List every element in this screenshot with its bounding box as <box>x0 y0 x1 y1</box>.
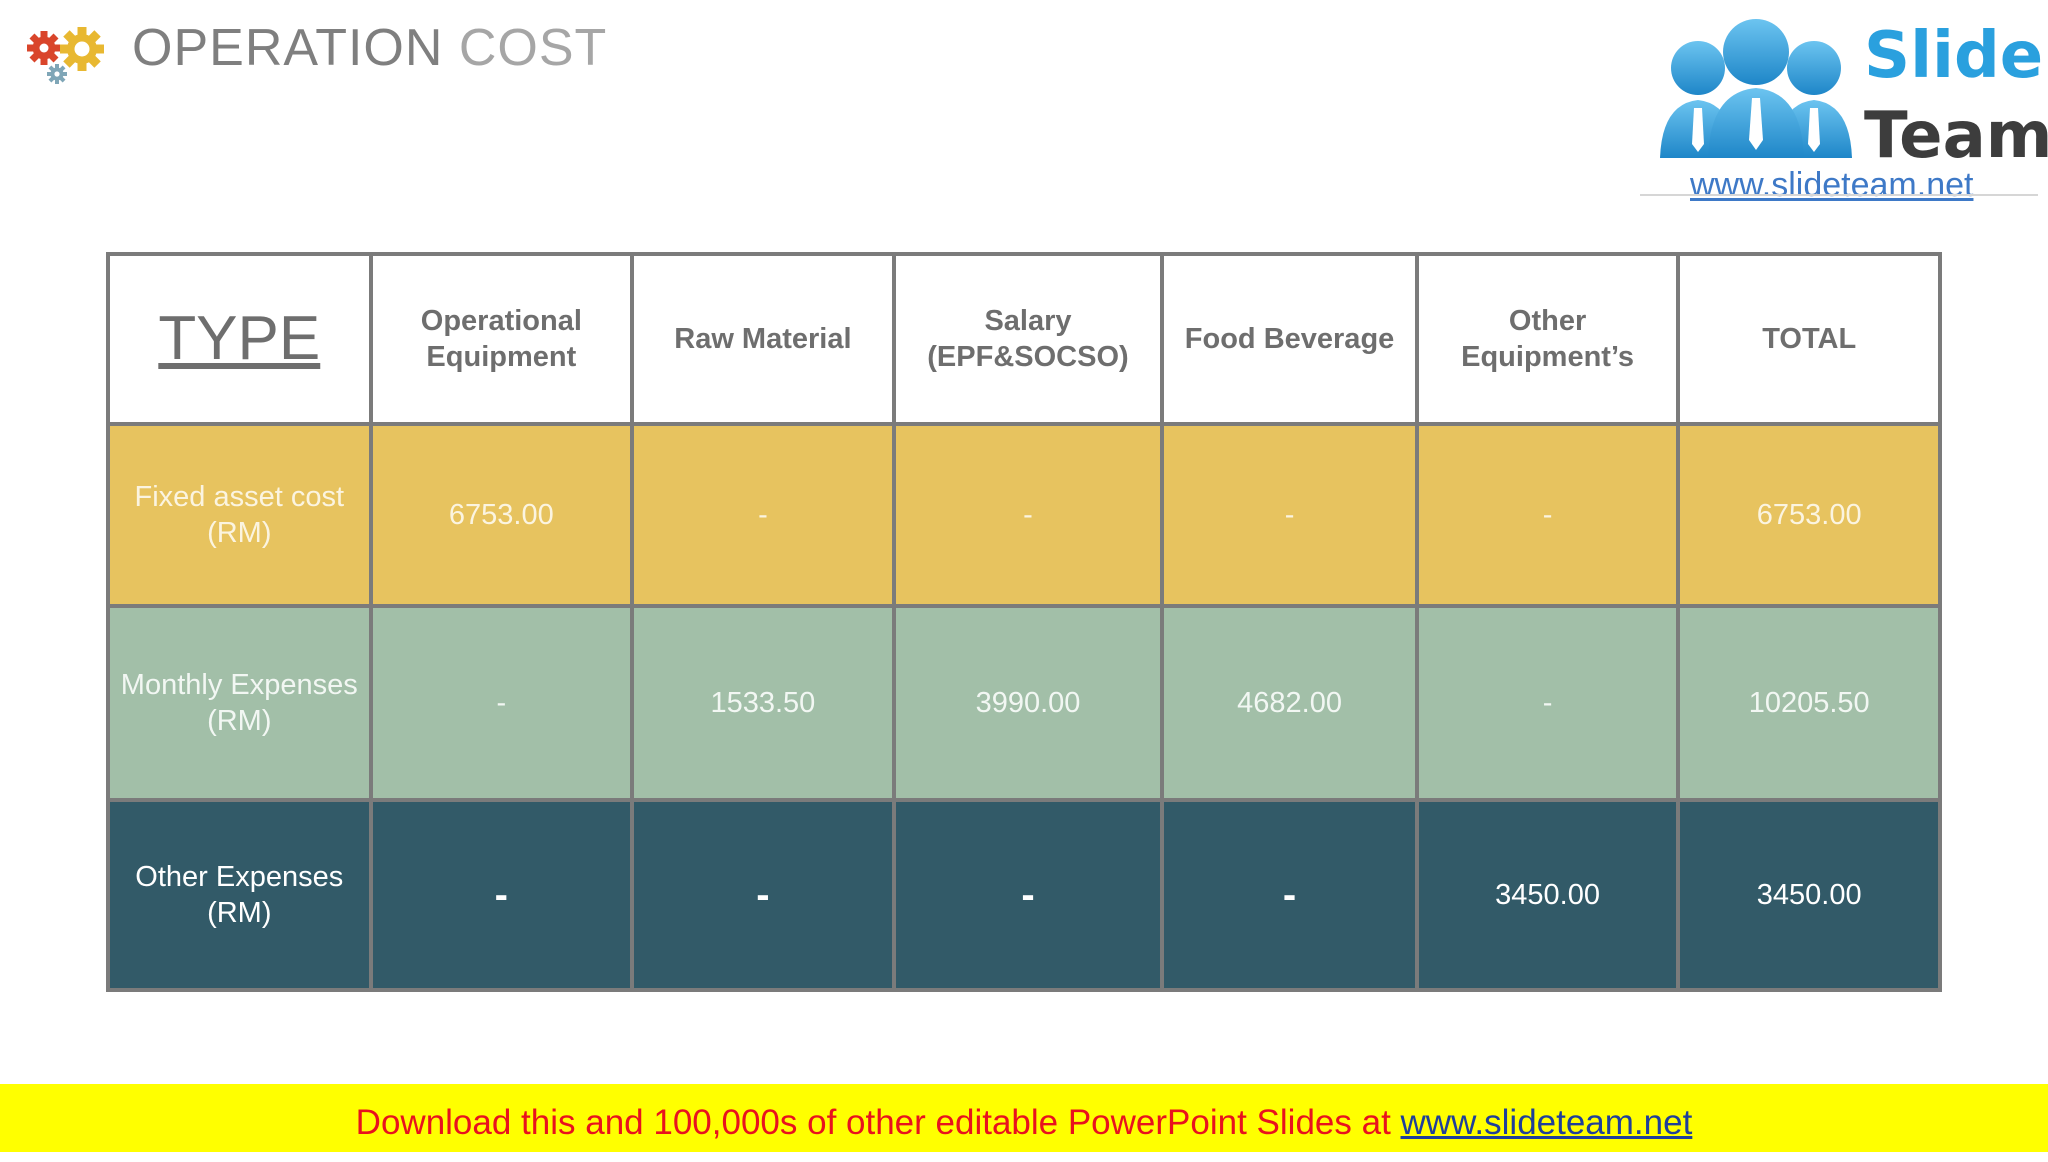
table-cell: - <box>368 798 635 992</box>
table-cell: 4682.00 <box>1160 604 1419 802</box>
table-header-row: TYPE Operational Equipment Raw Material … <box>106 252 1942 426</box>
table-cell: - <box>1414 604 1681 802</box>
table-cell-total: 6753.00 <box>1676 422 1942 608</box>
column-header: Operational Equipment <box>368 252 635 426</box>
column-header: Raw Material <box>630 252 896 426</box>
slideteam-logo: Slide Team www.slideteam.net <box>1640 8 2048 204</box>
page-title: OPERATION COST <box>132 18 607 78</box>
logo-word-team: Team <box>1864 99 2048 173</box>
table-cell: - <box>891 422 1165 608</box>
table-cell: 1533.50 <box>630 604 896 802</box>
logo-url-link[interactable]: www.slideteam.net <box>1690 166 1974 204</box>
table-cell: 6753.00 <box>368 422 635 608</box>
table-cell-total: 10205.50 <box>1676 604 1942 802</box>
row-label: Other Expenses (RM) <box>106 798 373 992</box>
table-cell: - <box>1160 422 1419 608</box>
logo-divider <box>1640 194 2038 196</box>
table-cell: - <box>630 798 896 992</box>
column-header: Other Equipment’s <box>1414 252 1681 426</box>
column-header-type: TYPE <box>106 252 373 426</box>
page-title-part1: OPERATION <box>132 19 444 77</box>
gears-icon <box>24 22 120 88</box>
row-label: Fixed asset cost (RM) <box>106 422 373 608</box>
table-cell: - <box>1414 422 1681 608</box>
banner-text: Download this and 100,000s of other edit… <box>355 1103 1401 1142</box>
column-header: Salary (EPF&SOCSO) <box>891 252 1165 426</box>
table-cell: 3990.00 <box>891 604 1165 802</box>
table-cell: 3450.00 <box>1414 798 1681 992</box>
table-row: Other Expenses (RM) - - - - 3450.00 3450… <box>106 798 1942 992</box>
page-title-part2: COST <box>443 19 608 77</box>
table-cell: - <box>1160 798 1419 992</box>
table-row: Fixed asset cost (RM) 6753.00 - - - - 67… <box>106 422 1942 608</box>
column-header-total: TOTAL <box>1676 252 1942 426</box>
table-cell: - <box>368 604 635 802</box>
column-header: Food Beverage <box>1160 252 1419 426</box>
table-cell: - <box>891 798 1165 992</box>
download-banner: Download this and 100,000s of other edit… <box>0 1084 2048 1152</box>
table-cell: - <box>630 422 896 608</box>
table-cell-total: 3450.00 <box>1676 798 1942 992</box>
logo-word-slide: Slide <box>1864 19 2044 93</box>
table-row: Monthly Expenses (RM) - 1533.50 3990.00 … <box>106 604 1942 802</box>
banner-link[interactable]: www.slideteam.net <box>1400 1103 1693 1142</box>
operation-cost-table: TYPE Operational Equipment Raw Material … <box>106 252 1942 992</box>
people-icon <box>1656 12 1852 160</box>
row-label: Monthly Expenses (RM) <box>106 604 373 802</box>
